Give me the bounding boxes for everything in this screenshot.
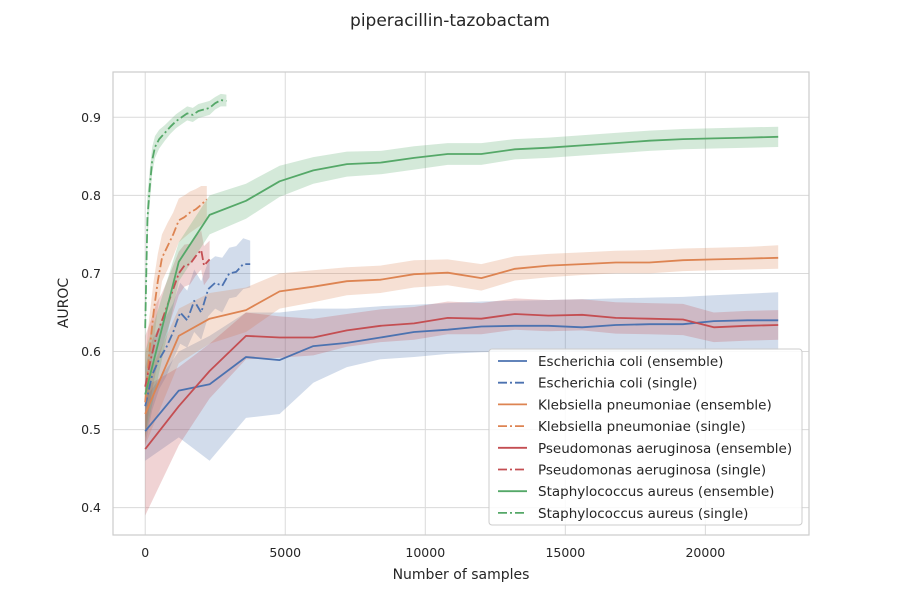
legend-label: Escherichia coli (single): [538, 376, 697, 392]
y-axis-label: AUROC: [56, 278, 72, 329]
legend-label: Staphylococcus aureus (ensemble): [538, 484, 774, 500]
legend-label: Pseudomonas aeruginosa (ensemble): [538, 441, 792, 457]
series-line: [144, 313, 779, 450]
legend-label: Pseudomonas aeruginosa (single): [538, 463, 766, 479]
confidence-band: [145, 292, 779, 461]
series-lines: [144, 99, 779, 450]
legend: Escherichia coli (ensemble) Escherichia c…: [488, 348, 803, 526]
y-tick-label: 0.6: [81, 344, 101, 359]
legend-label: Staphylococcus aureus (single): [538, 506, 748, 522]
x-tick-label: 20000: [685, 545, 725, 560]
confidence-band: [145, 245, 779, 446]
tick-labels: 0 5000 10000 15000 20000 0.4 0.5 0.6 0.7 0.8 0.9: [81, 110, 725, 560]
x-axis-label: Number of samples: [393, 567, 530, 583]
legend-label: Klebsiella pneumoniae (single): [538, 419, 746, 435]
confidence-band: [145, 230, 210, 438]
series-line: [144, 319, 779, 432]
x-tick-label: 15000: [545, 545, 585, 560]
series-line: [144, 263, 251, 407]
y-tick-label: 0.5: [81, 422, 101, 437]
plot-frame: [112, 71, 810, 536]
y-tick-label: 0.7: [81, 266, 101, 281]
legend-box: [488, 348, 803, 526]
confidence-band: [145, 238, 251, 446]
x-tick-label: 10000: [405, 545, 445, 560]
confidence-band: [145, 298, 779, 516]
y-tick-label: 0.9: [81, 110, 101, 125]
y-tick-label: 0.4: [81, 500, 101, 515]
x-tick-label: 0: [141, 545, 149, 560]
series-line: [144, 135, 779, 395]
series-line: [144, 249, 211, 387]
legend-label: Klebsiella pneumoniae (ensemble): [538, 397, 772, 413]
chart-title: piperacillin-tazobactam: [350, 11, 550, 31]
x-tick-label: 5000: [269, 545, 301, 560]
confidence-band: [145, 186, 207, 446]
legend-label: Escherichia coli (ensemble): [538, 354, 723, 370]
confidence-bands: [145, 93, 779, 516]
series-line: [144, 198, 208, 403]
y-tick-label: 0.8: [81, 188, 101, 203]
series-line: [144, 256, 779, 415]
